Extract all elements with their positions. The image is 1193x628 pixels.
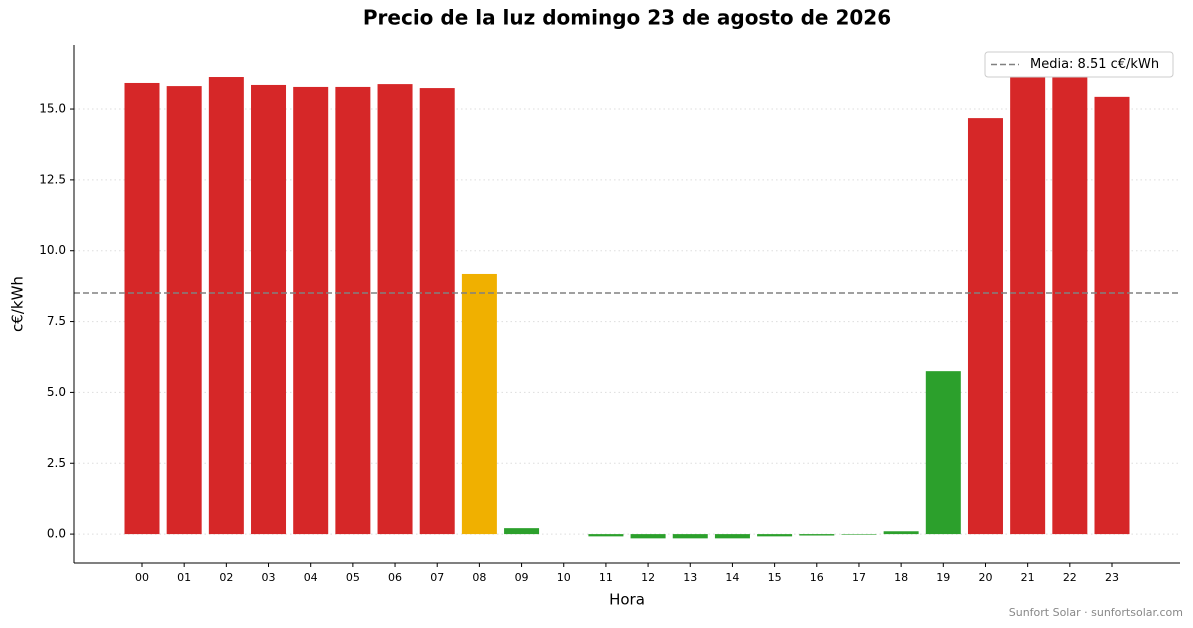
x-tick-label: 17 xyxy=(852,571,866,584)
y-tick-label: 12.5 xyxy=(39,172,66,186)
y-tick-label: 10.0 xyxy=(39,243,66,257)
x-tick-label: 03 xyxy=(262,571,276,584)
bar xyxy=(757,534,793,537)
y-tick-label: 7.5 xyxy=(47,314,66,328)
x-tick-label: 00 xyxy=(135,571,149,584)
chart-title: Precio de la luz domingo 23 de agosto de… xyxy=(363,6,891,30)
bar xyxy=(883,531,919,535)
bar xyxy=(925,371,961,535)
x-tick-label: 19 xyxy=(936,571,950,584)
x-tick-label: 08 xyxy=(472,571,486,584)
legend-label: Media: 8.51 c€/kWh xyxy=(1030,57,1159,72)
footer: Sunfort Solar · sunfortsolar.com xyxy=(1009,606,1183,619)
x-axis-label: Hora xyxy=(609,591,645,609)
bar xyxy=(504,528,540,535)
bar xyxy=(124,82,160,535)
x-tick-label: 12 xyxy=(641,571,655,584)
bar xyxy=(841,534,877,535)
y-tick-label: 15.0 xyxy=(39,102,66,116)
y-tick-label: 2.5 xyxy=(47,456,66,470)
x-tick-label: 06 xyxy=(388,571,402,584)
bar xyxy=(419,88,455,535)
bar xyxy=(166,86,202,535)
legend-box xyxy=(984,51,1174,78)
bar xyxy=(335,86,371,535)
x-tick-label: 09 xyxy=(515,571,529,584)
x-tick-label: 10 xyxy=(557,571,571,584)
bar xyxy=(293,86,329,535)
bar xyxy=(208,77,244,535)
y-tick-label: 5.0 xyxy=(47,385,66,399)
x-tick-label: 02 xyxy=(219,571,233,584)
bar xyxy=(588,534,624,537)
bar xyxy=(967,118,1003,535)
bar xyxy=(714,534,750,539)
x-tick-label: 05 xyxy=(346,571,360,584)
bar xyxy=(461,273,497,535)
x-tick-label: 15 xyxy=(768,571,782,584)
bar xyxy=(251,84,287,535)
x-tick-label: 16 xyxy=(810,571,824,584)
x-tick-label: 18 xyxy=(894,571,908,584)
bar xyxy=(1094,96,1130,535)
bar xyxy=(377,84,413,535)
bar xyxy=(630,534,666,539)
x-tick-label: 20 xyxy=(978,571,992,584)
bar xyxy=(1010,69,1046,535)
x-tick-label: 01 xyxy=(177,571,191,584)
y-axis-label: c€/kWh xyxy=(9,276,27,332)
x-tick-label: 13 xyxy=(683,571,697,584)
y-tick-label: 0.0 xyxy=(47,527,66,541)
x-tick-label: 21 xyxy=(1021,571,1035,584)
x-tick-label: 14 xyxy=(725,571,739,584)
x-tick-label: 04 xyxy=(304,571,318,584)
x-tick-label: 07 xyxy=(430,571,444,584)
x-tick-label: 11 xyxy=(599,571,613,584)
bar xyxy=(672,534,708,539)
x-tick-label: 22 xyxy=(1063,571,1077,584)
bar xyxy=(1052,73,1088,535)
bar xyxy=(799,534,835,536)
x-tick-label: 23 xyxy=(1105,571,1119,584)
